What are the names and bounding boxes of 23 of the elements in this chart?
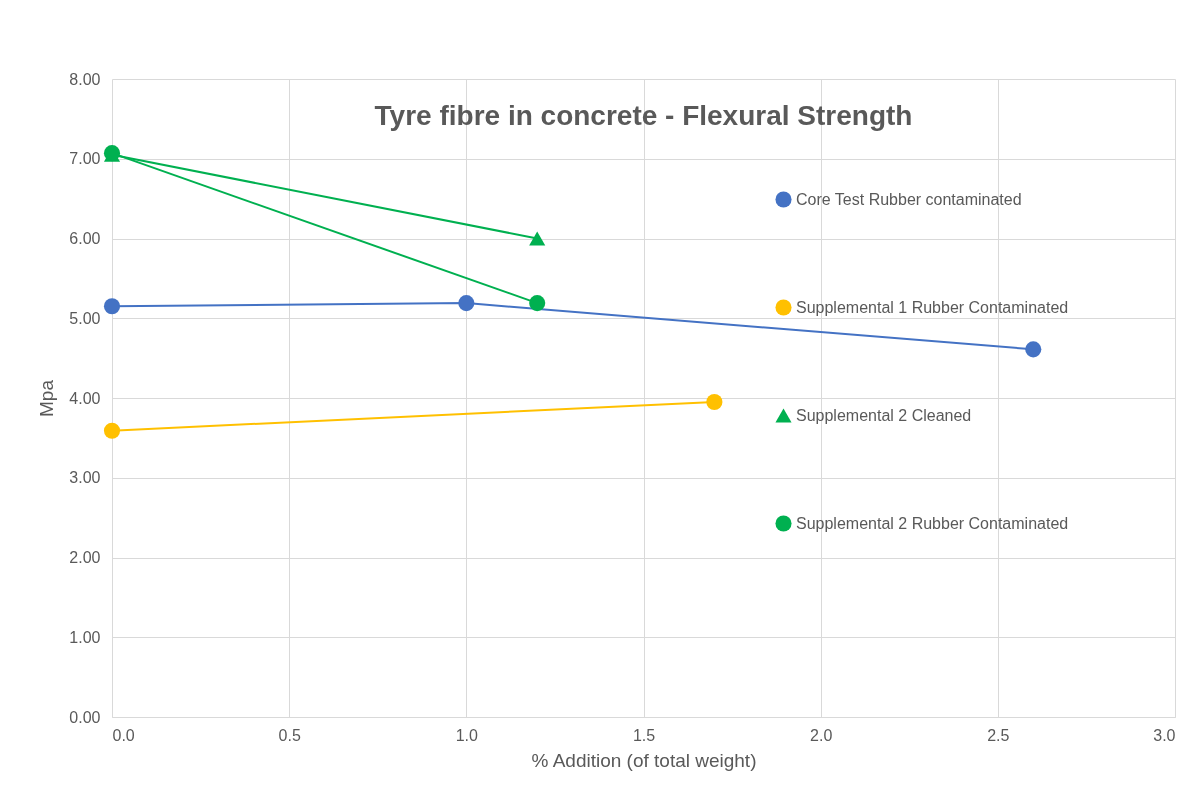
x-tick-label: 3.0 bbox=[1153, 726, 1176, 744]
y-axis-title: Mpa bbox=[36, 379, 58, 417]
x-tick-label: 0.5 bbox=[278, 726, 301, 744]
y-tick-label: 8.00 bbox=[69, 70, 101, 88]
x-tick-label: 2.0 bbox=[810, 726, 833, 744]
legend-label: Supplemental 1 Rubber Contaminated bbox=[796, 298, 1069, 316]
x-axis-title: % Addition (of total weight) bbox=[531, 749, 757, 771]
y-tick-label: 7.00 bbox=[69, 150, 101, 168]
legend-label: Supplemental 2 Rubber Contaminated bbox=[796, 514, 1069, 532]
y-tick-label: 0.00 bbox=[69, 708, 101, 726]
y-tick-label: 4.00 bbox=[69, 389, 101, 407]
x-tick-label: 0.0 bbox=[112, 726, 135, 744]
y-tick-label: 2.00 bbox=[69, 549, 101, 566]
text: Tyre fibre in concrete - Flexural Strength bbox=[374, 100, 913, 131]
y-tick-label: 5.00 bbox=[69, 309, 101, 327]
y-tick-label: 1.00 bbox=[69, 628, 101, 646]
x-tick-label: 1.5 bbox=[632, 726, 656, 744]
x-tick-label: 2.5 bbox=[987, 726, 1010, 744]
y-tick-label: 3.00 bbox=[69, 469, 101, 487]
legend-label: Core Test Rubber contaminated bbox=[796, 190, 1022, 208]
legend-label: Supplemental 2 Cleaned bbox=[796, 406, 972, 424]
y-tick-label: 6.00 bbox=[69, 230, 101, 247]
x-tick-label: 1.0 bbox=[455, 726, 479, 744]
